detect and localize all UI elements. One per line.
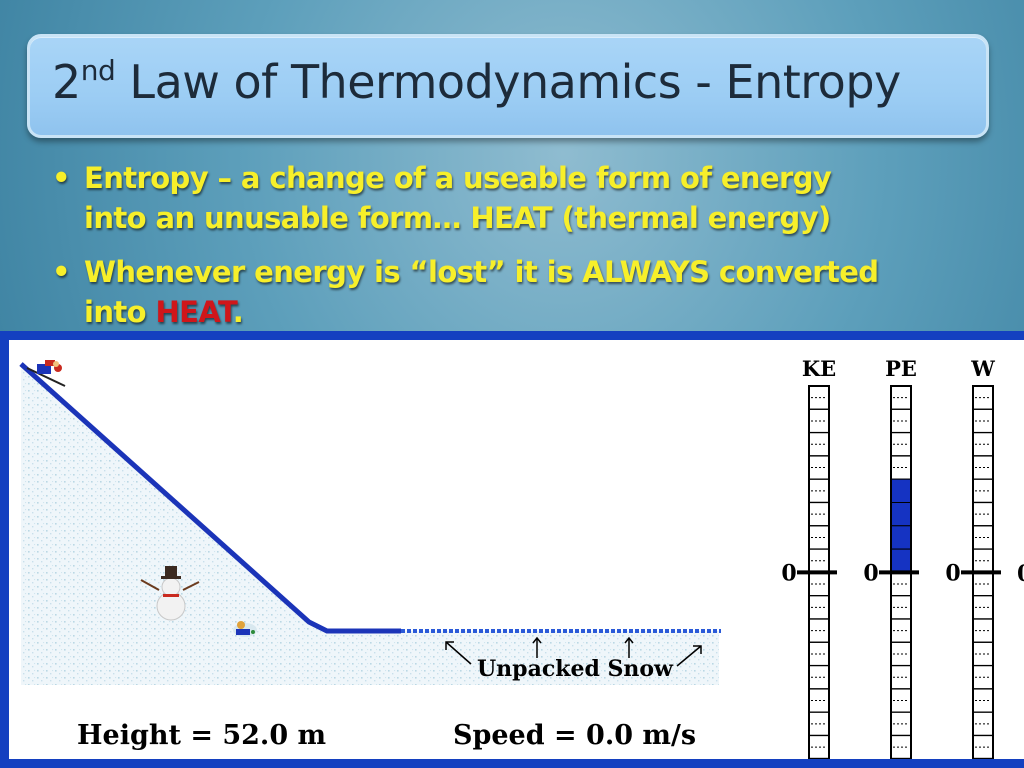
heat-highlight: HEAT [155, 295, 233, 329]
height-readout: Height = 52.0 m [77, 720, 326, 751]
bar-segment [890, 478, 912, 503]
simulation-canvas: Unpacked Snow Height = 52.0 m Speed = 0.… [19, 356, 1024, 759]
snowman-icon [140, 566, 200, 621]
bullet-item: • Whenever energy is “lost” it is ALWAYS… [52, 252, 992, 332]
title-box: 2nd Law of Thermodynamics - Entropy [27, 34, 989, 138]
slope-line [19, 362, 401, 634]
bullet-line: into an unusable form… HEAT (thermal ene… [84, 201, 831, 235]
zero-label: 0 [863, 560, 878, 586]
title-rest: Law of Thermodynamics - Entropy [115, 55, 901, 109]
snow-field-tint [21, 364, 719, 685]
bullet-item: • Entropy – a change of a useable form o… [52, 158, 992, 238]
unpacked-snow-label: Unpacked Snow [477, 656, 674, 682]
bullet-line-prefix: into [84, 295, 156, 329]
snow-arrows [445, 636, 702, 667]
bullet-list: • Entropy – a change of a useable form o… [52, 158, 992, 346]
bar-segment [890, 502, 912, 527]
bar-segment [890, 525, 912, 550]
bullet-marker: • [52, 255, 71, 289]
bar-label-w: W [970, 356, 995, 381]
energy-simulation: Unpacked Snow Height = 52.0 m Speed = 0.… [0, 331, 1024, 768]
fallen-figure-icon [233, 621, 257, 637]
extra-zero-label: 0 [1017, 561, 1024, 587]
bullet-marker: • [52, 161, 71, 195]
skier-icon [26, 360, 66, 387]
bullet-line: Whenever energy is “lost” it is ALWAYS c… [84, 255, 879, 289]
snow-hill [21, 364, 719, 685]
title-main: 2 [52, 55, 81, 109]
bullet-line: Entropy – a change of a useable form of … [84, 161, 832, 195]
bar-segment [890, 548, 912, 573]
bar-label-pe: PE [885, 356, 917, 381]
zero-label: 0 [781, 560, 796, 586]
slide-title: 2nd Law of Thermodynamics - Entropy [52, 55, 901, 109]
speed-readout: Speed = 0.0 m/s [453, 720, 696, 751]
title-superscript: nd [80, 54, 116, 87]
energy-bar-chart: KE 0 PE 0 W 0 [781, 356, 1001, 759]
zero-label: 0 [945, 560, 960, 586]
bar-label-ke: KE [802, 356, 836, 381]
bullet-line-suffix: . [232, 295, 244, 329]
